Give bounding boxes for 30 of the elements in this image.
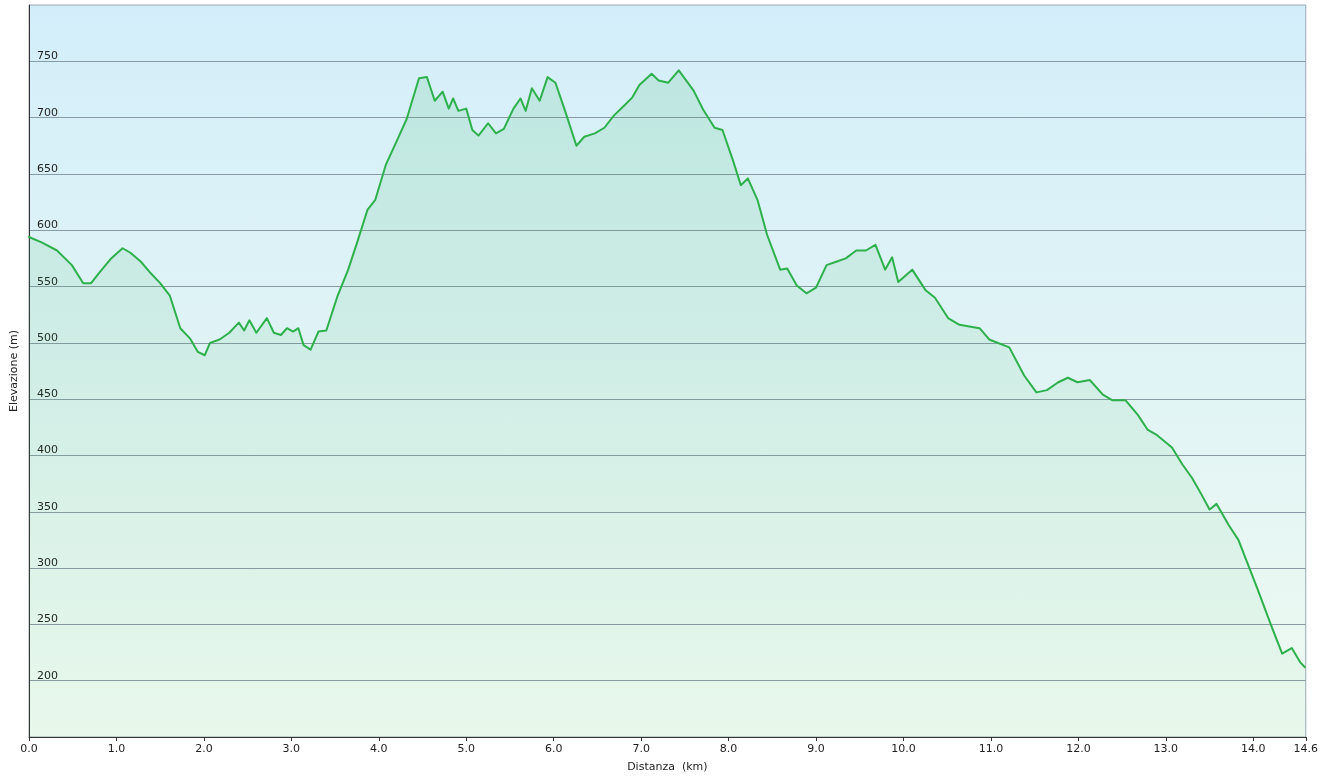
x-tick-label: 5.0 bbox=[457, 742, 475, 755]
y-tick-label: 350 bbox=[37, 499, 58, 513]
x-tick-label: 7.0 bbox=[632, 742, 650, 755]
x-tick-label: 8.0 bbox=[719, 742, 738, 755]
x-tick-label: 2.0 bbox=[195, 742, 213, 755]
y-tick-label: 650 bbox=[37, 161, 58, 175]
x-tick-label: 10.0 bbox=[891, 742, 916, 755]
x-tick-label: 9.0 bbox=[807, 742, 825, 755]
y-tick-label: 250 bbox=[37, 612, 58, 626]
y-axis-title: Elevazione (m) bbox=[7, 329, 20, 413]
y-tick-label: 550 bbox=[37, 274, 58, 288]
x-tick-label: 4.0 bbox=[370, 742, 388, 755]
x-tick-label: 14.0 bbox=[1241, 742, 1266, 755]
x-tick-label: 0.0 bbox=[20, 742, 38, 755]
y-tick-label: 600 bbox=[37, 218, 58, 232]
y-tick-label: 300 bbox=[37, 556, 58, 570]
x-tick-label: 1.0 bbox=[107, 742, 126, 755]
y-tick-label: 450 bbox=[37, 387, 58, 401]
x-tick-label: 11.0 bbox=[978, 742, 1004, 755]
x-tick-label: 12.0 bbox=[1066, 742, 1091, 755]
y-tick-label: 200 bbox=[37, 668, 58, 682]
y-tick-label: 500 bbox=[37, 330, 58, 344]
y-tick-label: 400 bbox=[37, 443, 58, 457]
x-tick-label: 3.0 bbox=[282, 742, 301, 755]
x-tick-label: 6.0 bbox=[544, 742, 563, 755]
x-tick-label: 14.6 bbox=[1293, 742, 1318, 755]
x-axis-title: Distanza (km) bbox=[627, 760, 708, 773]
y-tick-label: 700 bbox=[37, 105, 58, 119]
y-tick-label: 750 bbox=[37, 49, 58, 63]
x-tick-label: 13.0 bbox=[1153, 742, 1179, 755]
